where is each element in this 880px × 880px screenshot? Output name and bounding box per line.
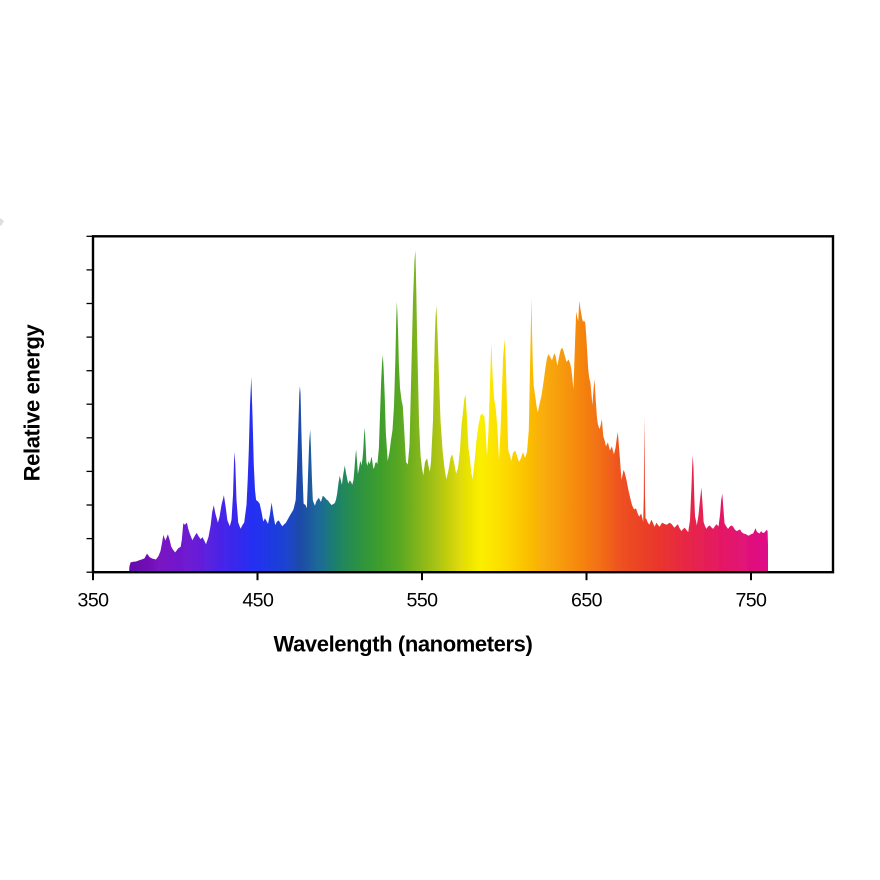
- svg-text:Relative energy: Relative energy: [20, 324, 45, 482]
- svg-text:Wavelength (nanometers): Wavelength (nanometers): [274, 631, 533, 656]
- svg-text:350: 350: [78, 589, 110, 611]
- svg-text:450: 450: [242, 589, 274, 611]
- svg-text:550: 550: [407, 589, 439, 611]
- svg-text:650: 650: [571, 589, 603, 611]
- svg-text:750: 750: [735, 589, 767, 611]
